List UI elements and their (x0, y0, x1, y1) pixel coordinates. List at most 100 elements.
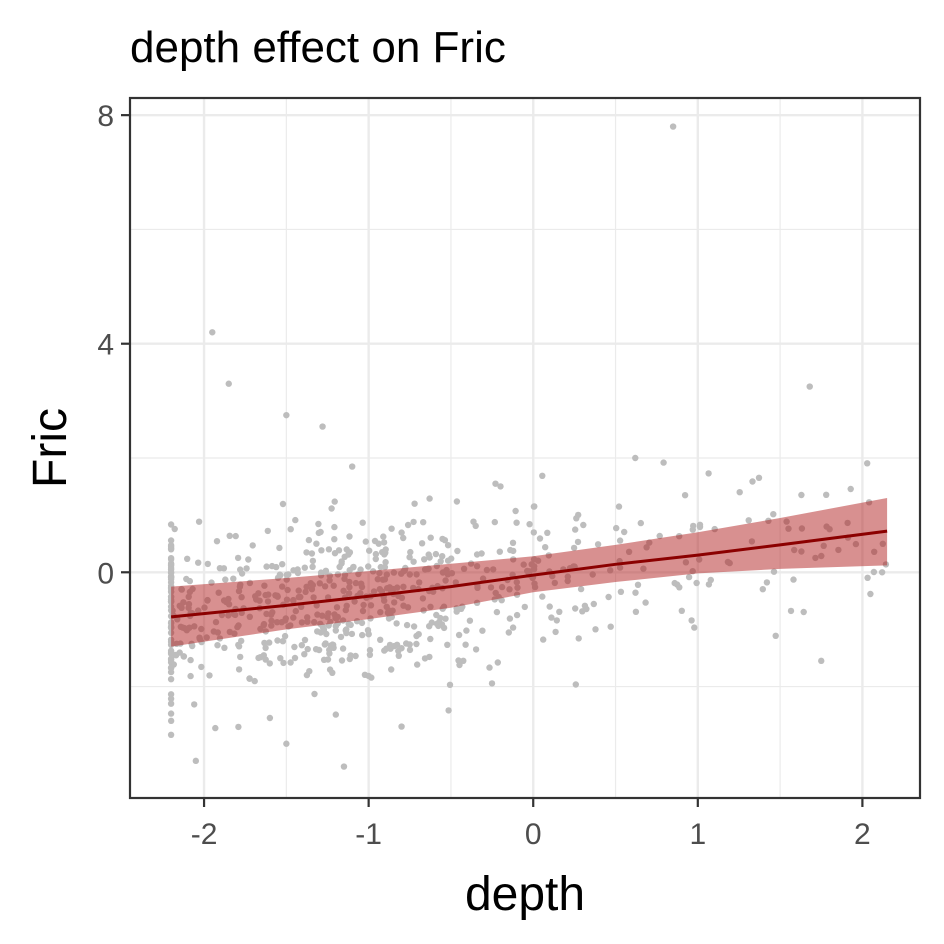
data-point (617, 588, 625, 595)
data-point (439, 553, 446, 560)
data-point (309, 563, 316, 570)
data-point (237, 566, 244, 573)
data-point (437, 614, 444, 622)
data-point (291, 654, 299, 662)
data-point (189, 642, 196, 650)
data-point (366, 646, 374, 654)
data-point (410, 623, 418, 630)
data-point (400, 534, 407, 542)
data-point-outlier (283, 411, 290, 419)
data-point (183, 575, 190, 583)
data-point (359, 631, 366, 639)
data-point (287, 659, 294, 666)
data-point (358, 619, 366, 627)
data-point (318, 547, 325, 554)
data-point (847, 485, 854, 493)
data-point (326, 666, 334, 673)
data-point (380, 539, 388, 546)
data-point (292, 516, 299, 524)
data-point (755, 474, 763, 481)
data-point (763, 579, 771, 586)
data-point (470, 518, 477, 525)
data-point (632, 589, 639, 596)
data-point (676, 584, 683, 591)
fit-layer (170, 498, 888, 647)
data-point (544, 529, 551, 536)
data-point (637, 519, 644, 527)
data-point (301, 651, 308, 658)
data-point (331, 498, 338, 505)
data-point (428, 619, 435, 626)
data-point-outlier (632, 454, 639, 462)
data-point-outlier (818, 657, 825, 665)
data-point (198, 663, 205, 671)
data-point (552, 628, 559, 636)
data-point (195, 518, 203, 525)
data-point (294, 569, 302, 577)
data-point (167, 647, 175, 654)
data-point (391, 642, 398, 650)
data-point (167, 695, 175, 702)
data-point (180, 653, 188, 660)
data-point (867, 590, 874, 598)
data-point (421, 556, 428, 563)
data-point (707, 576, 714, 584)
data-point (368, 674, 375, 681)
x-tick-label: -1 (355, 818, 382, 851)
data-point (473, 551, 481, 558)
data-point (347, 621, 354, 629)
data-point (705, 470, 712, 477)
data-point (406, 646, 414, 654)
data-point (167, 556, 175, 563)
data-point (221, 644, 228, 651)
data-point (575, 635, 582, 642)
data-point (262, 644, 269, 652)
data-point (291, 643, 298, 651)
data-point (572, 681, 579, 688)
data-point (770, 568, 778, 575)
data-point (427, 534, 434, 541)
data-point (580, 521, 587, 529)
x-tick-label: 0 (525, 818, 542, 851)
data-point (167, 676, 175, 683)
data-point-outlier (348, 463, 356, 470)
data-point (548, 614, 555, 621)
data-point (453, 498, 461, 505)
data-point (327, 642, 334, 649)
data-point (304, 645, 311, 653)
data-point-outlier (266, 714, 274, 722)
data-point (456, 661, 463, 669)
data-point (540, 636, 547, 643)
data-point (332, 711, 339, 718)
data-point (432, 550, 440, 558)
data-point (539, 593, 546, 600)
data-point-outlier (192, 757, 200, 765)
data-point (572, 526, 579, 533)
data-point (263, 563, 270, 570)
data-point (326, 650, 333, 657)
data-point (426, 554, 433, 561)
y-tick-label: 4 (97, 329, 114, 362)
data-point (479, 627, 486, 634)
data-point (216, 565, 224, 572)
data-point (246, 675, 253, 682)
data-point (251, 677, 258, 685)
data-point-outlier (167, 717, 175, 725)
data-point (306, 668, 313, 675)
data-point (235, 666, 243, 673)
data-point (693, 579, 700, 587)
data-point (573, 515, 580, 522)
data-point (770, 511, 777, 518)
data-point (234, 554, 242, 562)
data-point (322, 568, 329, 575)
data-point (407, 548, 414, 556)
data-point (305, 536, 313, 544)
data-point (395, 652, 402, 659)
data-point (800, 608, 807, 616)
data-point (642, 599, 649, 606)
data-point (346, 549, 354, 556)
data-point-outlier (283, 740, 290, 747)
data-point-outlier (319, 423, 326, 430)
data-point (864, 574, 871, 581)
